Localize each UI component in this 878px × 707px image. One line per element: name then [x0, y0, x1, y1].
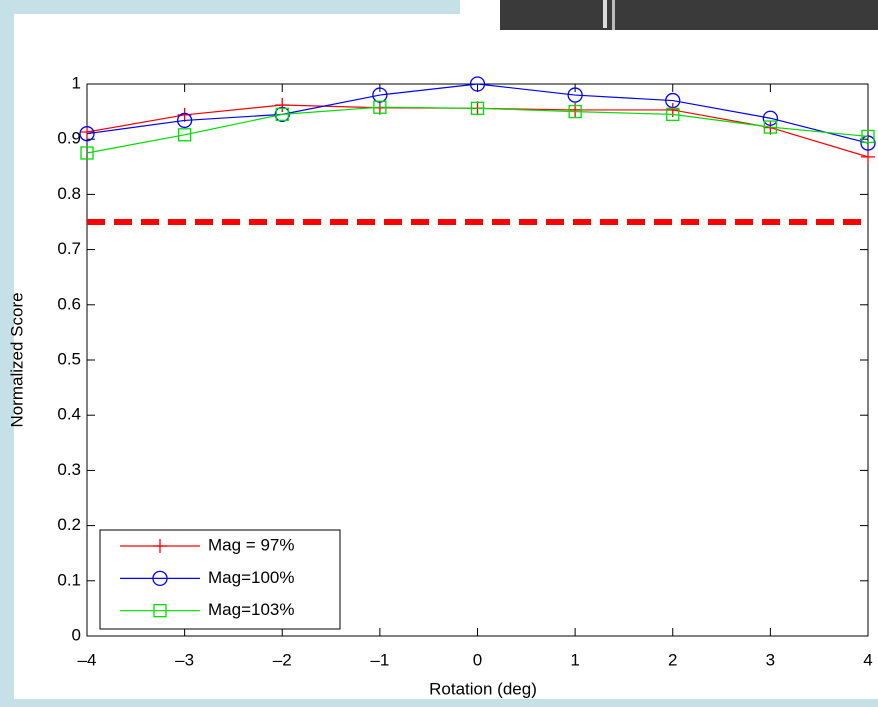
frame-left	[0, 0, 14, 707]
legend-marker	[152, 570, 168, 586]
x-tick-label: 4	[863, 650, 872, 669]
marker	[177, 128, 192, 142]
x-axis-label: Rotation (deg)	[429, 679, 537, 698]
photo-fragment	[500, 0, 878, 30]
marker	[568, 104, 582, 119]
series-line	[86, 106, 869, 154]
marker	[469, 76, 486, 92]
x-tick-label: 1	[570, 650, 579, 669]
photo-detail	[612, 0, 615, 30]
legend-label: Mag=103%	[208, 600, 294, 619]
frame-top	[0, 0, 460, 14]
frame-bottom	[0, 699, 878, 707]
x-tick-label: –1	[370, 650, 389, 669]
marker	[666, 107, 680, 122]
y-tick-label: 0.2	[57, 515, 81, 534]
y-tick-label: 0.7	[57, 239, 81, 258]
x-tick-label: –2	[273, 650, 292, 669]
legend-marker	[153, 604, 167, 618]
series-line	[86, 83, 869, 144]
x-tick-label: –3	[175, 650, 194, 669]
marker	[372, 87, 388, 103]
marker	[275, 107, 289, 122]
y-tick-label: 0.3	[57, 460, 81, 479]
y-tick-label: 0.6	[57, 294, 81, 313]
x-tick-label: –4	[78, 650, 97, 669]
y-tick-label: 0	[72, 625, 81, 644]
marker	[80, 146, 94, 160]
marker	[176, 112, 193, 129]
y-tick-label: 0.8	[57, 184, 81, 203]
marker	[567, 87, 583, 103]
photo-detail	[603, 0, 607, 28]
y-tick-label: 1	[72, 73, 81, 92]
marker	[373, 100, 387, 114]
y-axis-label: Normalized Score	[7, 292, 26, 427]
marker	[763, 120, 778, 134]
x-tick-label: 2	[668, 650, 677, 669]
y-tick-label: 0.1	[57, 570, 81, 589]
x-tick-label: 0	[473, 650, 482, 669]
y-tick-label: 0.4	[57, 405, 81, 424]
x-tick-label: 3	[766, 650, 775, 669]
legend-label: Mag=100%	[208, 568, 294, 587]
marker	[80, 125, 94, 140]
marker	[470, 101, 485, 115]
marker	[762, 110, 779, 126]
y-tick-label: 0.5	[57, 349, 81, 368]
marker	[861, 149, 875, 164]
marker	[275, 97, 290, 112]
marker	[861, 129, 875, 144]
marker	[79, 126, 95, 142]
legend-marker	[153, 539, 167, 553]
y-tick-label: 0.9	[57, 129, 81, 148]
legend-label: Mag = 97%	[208, 535, 294, 554]
marker	[665, 92, 681, 109]
